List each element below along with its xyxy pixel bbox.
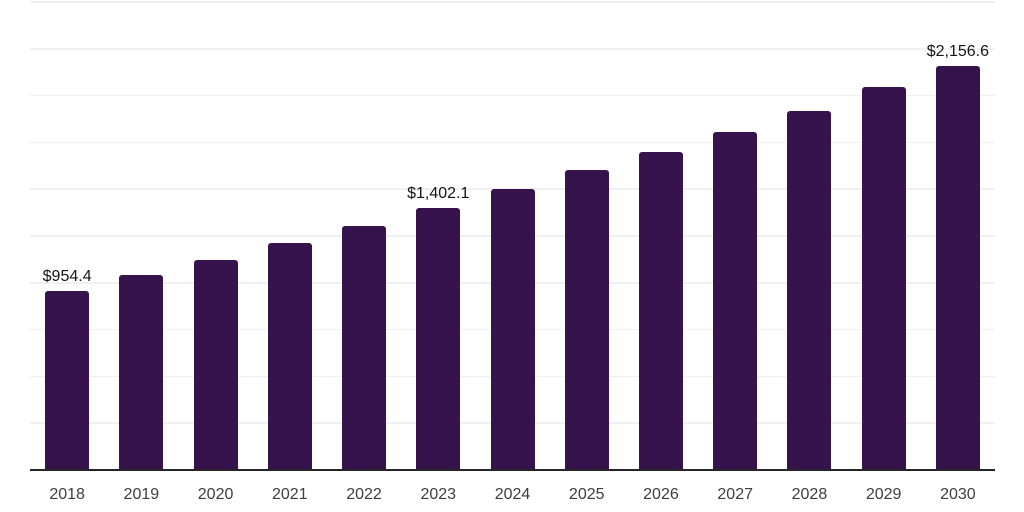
x-tick-2020: 2020 [197, 486, 234, 503]
value-label-2030: $2,156.6 [926, 43, 990, 61]
x-tick-2019: 2019 [123, 486, 160, 503]
x-tick-2030: 2030 [940, 486, 976, 503]
gridline-2250 [30, 48, 995, 50]
bar-2027 [713, 132, 758, 470]
bar-2025 [564, 170, 609, 470]
bar-2023 [416, 207, 461, 470]
value-label-2018: $954.4 [42, 268, 92, 286]
value-label-2023: $1,402.1 [407, 184, 470, 202]
bar-2018 [45, 291, 90, 470]
x-axis-line [30, 469, 995, 471]
x-tick-2026: 2026 [643, 486, 679, 503]
bar-2026 [638, 151, 683, 470]
x-tick-2023: 2023 [420, 486, 457, 503]
bar-2019 [119, 275, 164, 470]
bar-2020 [193, 259, 238, 470]
x-tick-2024: 2024 [494, 486, 531, 503]
bar-2021 [267, 242, 312, 470]
bar-2029 [861, 87, 906, 470]
gridline-1750 [30, 141, 995, 144]
x-tick-2018: 2018 [49, 486, 85, 503]
x-tick-2028: 2028 [791, 486, 828, 503]
bar-2024 [490, 189, 535, 470]
bar-2022 [342, 225, 387, 470]
x-tick-2021: 2021 [272, 486, 308, 503]
x-tick-2022: 2022 [346, 486, 382, 503]
gridline-2500 [30, 1, 995, 3]
x-tick-2027: 2027 [717, 486, 753, 503]
bar-2030 [935, 66, 980, 470]
bar-2028 [787, 110, 832, 470]
x-tick-2025: 2025 [568, 486, 605, 503]
gridline-2000 [30, 94, 995, 97]
x-tick-2029: 2029 [865, 486, 902, 503]
